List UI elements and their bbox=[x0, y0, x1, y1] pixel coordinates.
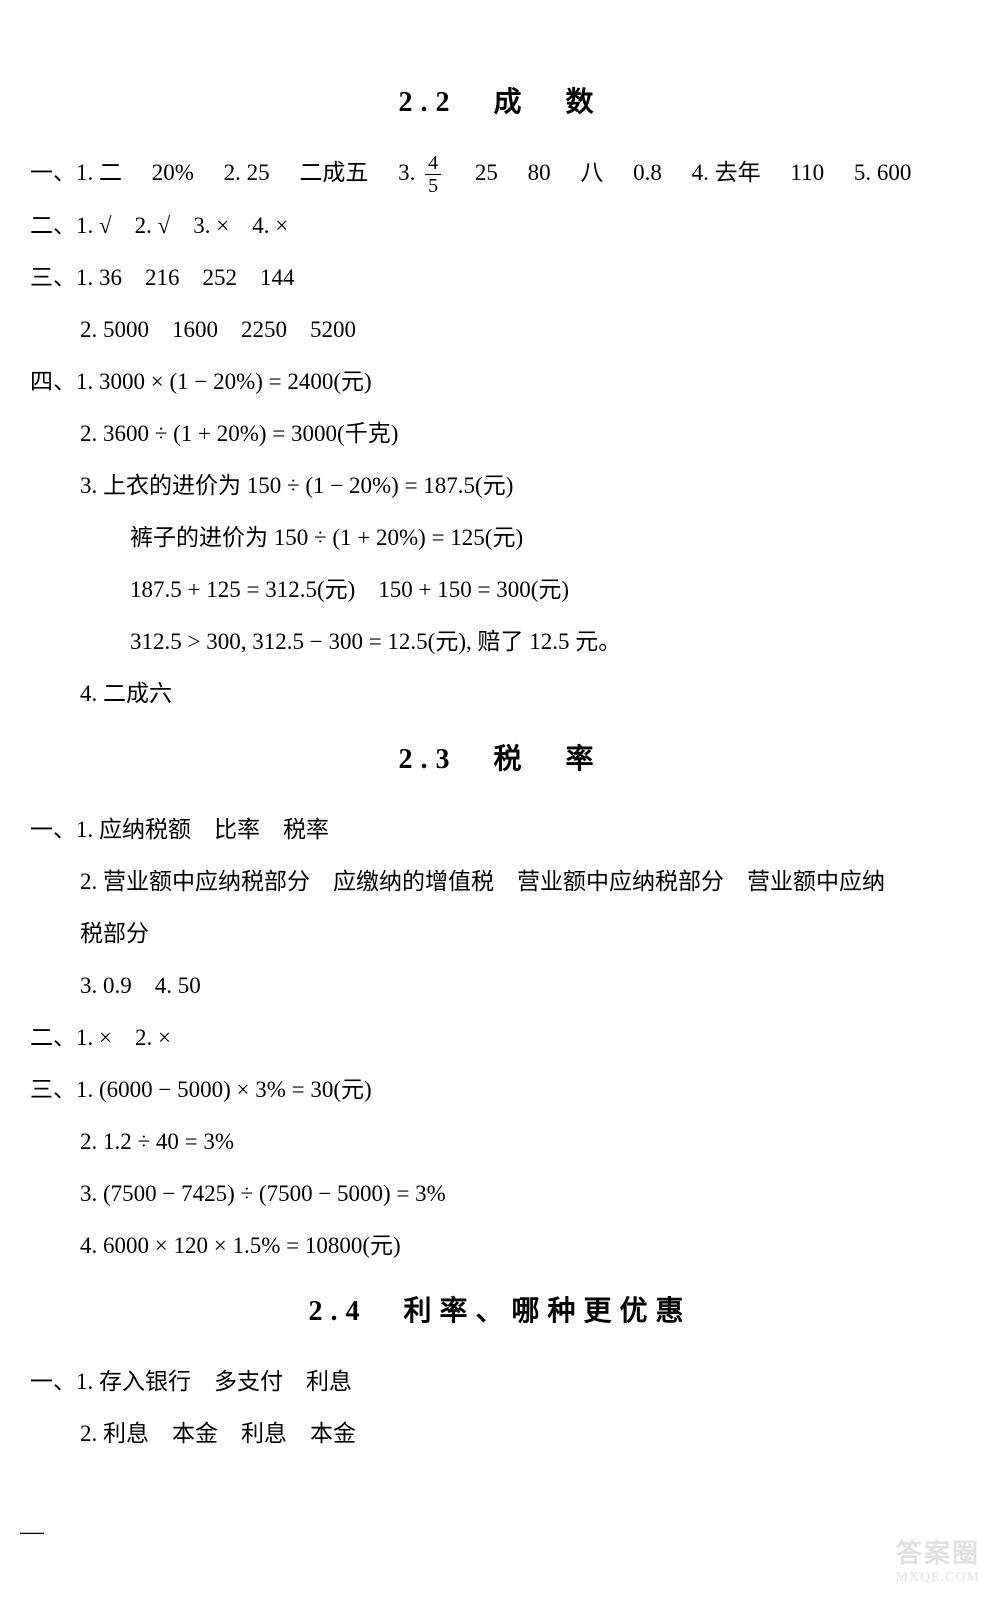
text: 110 bbox=[790, 160, 824, 185]
s22-line-9: 187.5 + 125 = 312.5(元) 150 + 150 = 300(元… bbox=[30, 567, 970, 613]
s23-line-6: 2. 1.2 ÷ 40 = 3% bbox=[30, 1119, 970, 1165]
section-title-24: 2.4 利率、哪种更优惠 bbox=[30, 1289, 970, 1329]
s22-line-8: 裤子的进价为 150 ÷ (1 + 20%) = 125(元) bbox=[30, 515, 970, 561]
s22-line-7: 3. 上衣的进价为 150 ÷ (1 − 20%) = 187.5(元) bbox=[30, 463, 970, 509]
s22-line-5: 四、1. 3000 × (1 − 20%) = 2400(元) bbox=[30, 359, 970, 405]
fraction: 4 5 bbox=[425, 152, 441, 197]
text: 25 bbox=[475, 160, 498, 185]
s23-line-7: 3. (7500 − 7425) ÷ (7500 − 5000) = 3% bbox=[30, 1171, 970, 1217]
s22-line-1: 一、1. 二 20% 2. 25 二成五 3. 4 5 25 80 八 0.8 … bbox=[30, 150, 970, 197]
text: 80 bbox=[528, 160, 551, 185]
section-title-22: 2.2 成 数 bbox=[30, 80, 970, 120]
s22-line-11: 4. 二成六 bbox=[30, 671, 970, 717]
s22-line-6: 2. 3600 ÷ (1 + 20%) = 3000(千克) bbox=[30, 411, 970, 457]
text: 0.8 bbox=[633, 160, 662, 185]
text: 5. 600 bbox=[854, 160, 912, 185]
s23-line-4: 二、1. × 2. × bbox=[30, 1015, 970, 1061]
watermark-title: 答案圈 bbox=[895, 1533, 980, 1570]
text: 3. bbox=[398, 160, 415, 185]
denominator: 5 bbox=[425, 175, 441, 197]
text: 一、1. 二 bbox=[30, 160, 122, 185]
watermark-url: MXQE.COM bbox=[895, 1570, 980, 1586]
watermark: 答案圈 MXQE.COM bbox=[895, 1533, 980, 1586]
s22-line-4: 2. 5000 1600 2250 5200 bbox=[30, 307, 970, 353]
s23-line-5: 三、1. (6000 − 5000) × 3% = 30(元) bbox=[30, 1067, 970, 1113]
text: 4. 去年 bbox=[692, 160, 761, 185]
s23-line-1: 一、1. 应纳税额 比率 税率 bbox=[30, 807, 970, 853]
s23-line-2: 2. 营业额中应纳税部分 应缴纳的增值税 营业额中应纳税部分 营业额中应纳 bbox=[30, 859, 970, 905]
s22-line-2: 二、1. √ 2. √ 3. × 4. × bbox=[30, 203, 970, 249]
s23-line-3: 3. 0.9 4. 50 bbox=[30, 963, 970, 1009]
s23-line-8: 4. 6000 × 120 × 1.5% = 10800(元) bbox=[30, 1223, 970, 1269]
text: 八 bbox=[580, 160, 603, 185]
numerator: 4 bbox=[425, 152, 441, 175]
s23-line-2b: 税部分 bbox=[30, 911, 970, 957]
s22-line-3: 三、1. 36 216 252 144 bbox=[30, 255, 970, 301]
s22-line-10: 312.5 > 300, 312.5 − 300 = 12.5(元), 赔了 1… bbox=[30, 619, 970, 665]
s24-line-1: 一、1. 存入银行 多支付 利息 bbox=[30, 1359, 970, 1405]
page-dash: — bbox=[20, 1519, 44, 1546]
text: 20% bbox=[152, 160, 194, 185]
s24-line-2: 2. 利息 本金 利息 本金 bbox=[30, 1411, 970, 1457]
section-title-23: 2.3 税 率 bbox=[30, 737, 970, 777]
text: 二成五 bbox=[299, 160, 368, 185]
text: 2. 25 bbox=[224, 160, 270, 185]
